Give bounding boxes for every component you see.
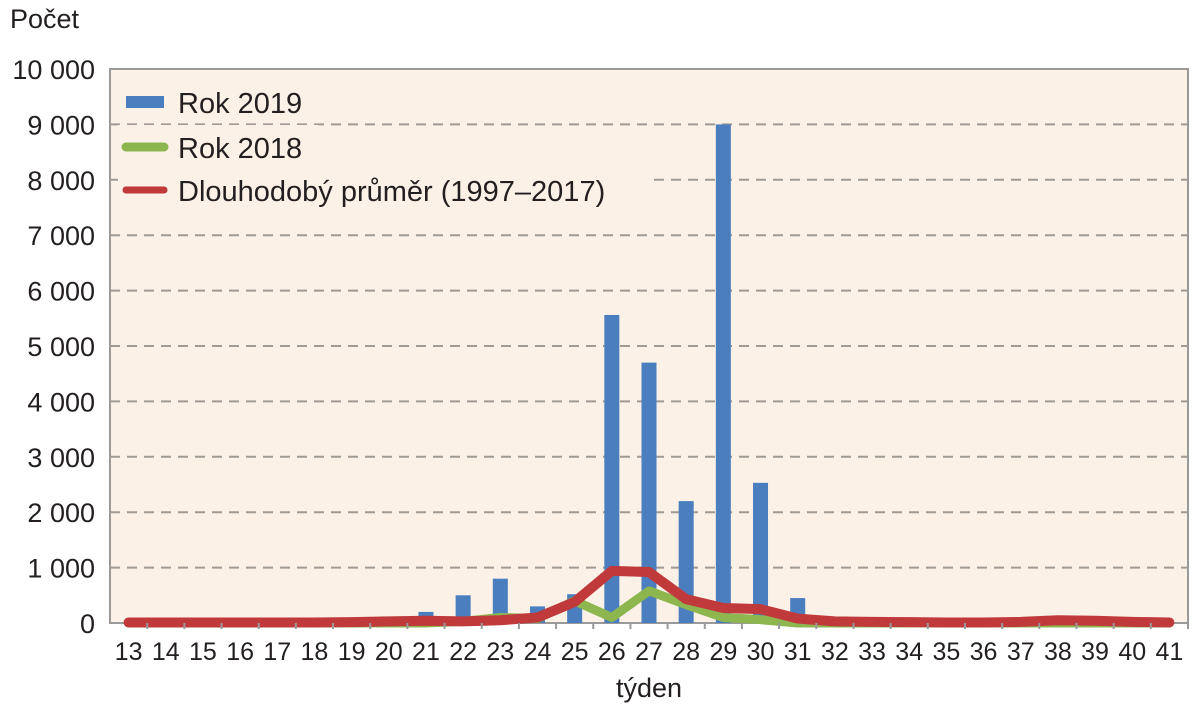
y-tick-label: 0	[80, 609, 95, 639]
legend-swatch	[126, 96, 164, 108]
x-tick-label: 22	[449, 638, 477, 666]
x-tick-label: 32	[821, 638, 849, 666]
x-tick-label: 30	[747, 638, 775, 666]
y-tick-label: 9 000	[27, 110, 95, 140]
x-tick-label: 39	[1081, 638, 1109, 666]
y-tick-label: 6 000	[27, 277, 95, 307]
x-tick-label: 21	[412, 638, 440, 666]
x-tick-label: 29	[709, 638, 737, 666]
x-tick-label: 17	[263, 638, 291, 666]
legend-label: Rok 2018	[178, 133, 302, 165]
x-tick-label: 41	[1156, 638, 1184, 666]
x-tick-label: 40	[1118, 638, 1146, 666]
y-tick-label: 5 000	[27, 332, 95, 362]
x-tick-label: 19	[338, 638, 366, 666]
x-tick-label: 27	[635, 638, 663, 666]
x-tick-label: 24	[524, 638, 552, 666]
x-tick-label: 25	[561, 638, 589, 666]
y-axis-label: Počet	[10, 4, 80, 34]
x-tick-label: 36	[970, 638, 998, 666]
x-tick-label: 15	[189, 638, 217, 666]
legend-label: Dlouhodobý průměr (1997–2017)	[178, 176, 605, 208]
legend-background	[118, 168, 648, 210]
series-line	[123, 565, 1175, 628]
x-tick-label: 16	[226, 638, 254, 666]
x-tick-label: 14	[152, 638, 180, 666]
x-tick-label: 20	[375, 638, 403, 666]
x-axis-label: týden	[616, 673, 682, 703]
bar	[492, 578, 508, 623]
y-tick-label: 3 000	[27, 443, 95, 473]
x-tick-label: 35	[932, 638, 960, 666]
x-tick-label: 31	[784, 638, 812, 666]
bar	[455, 595, 471, 623]
y-tick-label: 2 000	[27, 498, 95, 528]
x-tick-label: 34	[895, 638, 923, 666]
x-tick-label: 18	[301, 638, 329, 666]
y-tick-label: 7 000	[27, 221, 95, 251]
bar	[753, 482, 769, 623]
x-tick-label: 38	[1044, 638, 1072, 666]
x-tick-label: 28	[672, 638, 700, 666]
y-tick-label: 8 000	[27, 166, 95, 196]
x-tick-label: 37	[1007, 638, 1035, 666]
y-tick-label: 4 000	[27, 387, 95, 417]
x-tick-label: 26	[598, 638, 626, 666]
y-tick-label: 10 000	[12, 55, 95, 85]
y-tick-label: 1 000	[27, 554, 95, 584]
bar	[715, 124, 731, 624]
x-tick-label: 33	[858, 638, 886, 666]
x-tick-label: 13	[115, 638, 143, 666]
x-tick-label: 23	[486, 638, 514, 666]
bar	[604, 314, 620, 623]
bar	[641, 362, 657, 623]
legend-label: Rok 2019	[178, 88, 302, 120]
